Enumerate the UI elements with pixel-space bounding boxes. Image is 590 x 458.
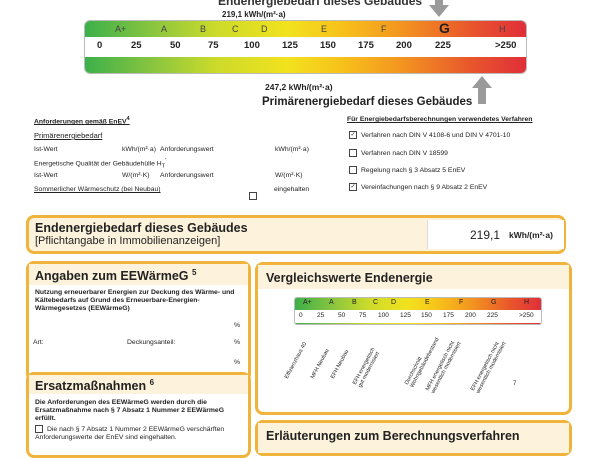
tick-label: 125 (282, 40, 298, 51)
endenergie-box: Endenergiebedarf dieses Gebäudes [Pflich… (26, 215, 566, 254)
erlaeuterungen-box: Erläuterungen zum Berechnungsverfahren (255, 420, 572, 456)
tick-label: >250 (495, 40, 517, 51)
comparison-label: Effizienzhaus 40 (284, 341, 309, 380)
method-item[interactable]: ✓ Vereinfachungen nach § 9 Absatz 2 EnEV (349, 183, 488, 191)
ist-label: Ist-Wert (34, 146, 58, 153)
comparison-label: EFH energetisch gut modernisiert (352, 346, 382, 389)
tick-label: 50 (170, 40, 181, 51)
class-label: C (373, 299, 379, 306)
tick-label: 175 (358, 40, 374, 51)
class-label: A+ (115, 24, 127, 34)
primary-energy-heading: Primärenergiebedarf (34, 131, 103, 140)
class-label: H (499, 24, 506, 34)
unit-label: W/(m²·K) (122, 172, 150, 179)
tick-label: 200 (396, 40, 412, 51)
unit-label: kWh/(m²·a) (275, 146, 309, 153)
class-label-current: G (439, 20, 450, 36)
ersatz-title: Ersatzmaßnahmen 6 (35, 378, 155, 394)
tick-label: 125 (400, 312, 411, 319)
eewaermeg-title: Angaben zum EEWärmeG 5 (35, 268, 197, 284)
tick-label: 225 (487, 312, 498, 319)
tick-label: 200 (465, 312, 476, 319)
class-label: E (425, 299, 430, 306)
method-item[interactable]: ✓ Verfahren nach DIN V 4108-6 und DIN V 4… (349, 131, 511, 139)
anf-label: Anforderungswert (160, 172, 214, 179)
ersatz-box: Ersatzmaßnahmen 6 Die Anforderungen des … (26, 372, 251, 458)
end-energy-value: 219,1 kWh/(m²·a) (222, 10, 286, 19)
tick-label: 50 (338, 312, 346, 319)
tick-label: 75 (359, 312, 367, 319)
vergleich-box: Vergleichswerte Endenergie A+ A B C D E … (255, 262, 572, 415)
requirements-heading: Anforderungen gemäß EnEV4 (34, 116, 130, 126)
class-label: E (321, 24, 328, 34)
erlaeuterungen-title: Erläuterungen zum Berechnungsverfahren (266, 429, 520, 443)
eewaermeg-description: Nutzung erneuerbarer Energien zur Deckun… (35, 289, 235, 312)
class-label: H (524, 299, 530, 306)
vergleich-title: Vergleichswerte Endenergie (266, 271, 433, 285)
class-label: B (200, 24, 207, 34)
methods-heading: Für Energiebedarfsberechnungen verwendet… (347, 116, 533, 123)
class-label: A (329, 299, 334, 306)
class-label: A (161, 24, 168, 34)
primary-energy-label: Primärenergiebedarf dieses Gebäudes (262, 96, 473, 108)
anf-label: Anforderungswert (160, 146, 214, 153)
percent-label: % (234, 359, 241, 366)
comparison-label: EFH energetisch nicht wesentlich moderni… (470, 341, 508, 395)
class-label: B (352, 299, 357, 306)
comparison-label: MFH Neubau (310, 348, 331, 380)
class-label: G (491, 299, 497, 306)
tick-label: 100 (244, 40, 260, 51)
deckungsanteil-label: Deckungsanteil: (127, 339, 176, 346)
tick-label: 0 (97, 40, 103, 51)
tick-label: 0 (299, 312, 303, 319)
endenergie-title: Endenergiebedarf dieses Gebäudes (35, 221, 248, 235)
tick-label: 75 (208, 40, 219, 51)
summer-checkbox[interactable] (249, 187, 261, 205)
class-label: F (459, 299, 464, 306)
tick-label: 150 (320, 40, 336, 51)
tick-label: 25 (317, 312, 325, 319)
ist-label: Ist-Wert (34, 172, 58, 179)
summer-protection-label: Sommerlicher Wärmeschutz (bei Neubau) (34, 186, 161, 193)
eewaermeg-box: Angaben zum EEWärmeG 5 Nutzung erneuerba… (26, 261, 251, 382)
percent-label: % (234, 339, 241, 346)
class-label: D (391, 299, 397, 306)
tick-label: >250 (519, 312, 534, 319)
comparison-label: EFH Neubau (330, 348, 351, 380)
unit-label: kWh/(m²·a) (122, 146, 156, 153)
tick-label: 100 (378, 312, 389, 319)
tick-label: 175 (443, 312, 454, 319)
class-label: F (381, 24, 387, 34)
endenergie-unit: kWh/(m²·a) (509, 230, 553, 240)
vergleich-scale: A+ A B C D E F G H 0 25 50 75 100 125 15… (294, 297, 542, 325)
percent-label: % (234, 322, 241, 329)
arrow-down-icon (429, 0, 449, 18)
tick-label: 225 (435, 40, 451, 51)
arrow-up-icon (472, 76, 492, 104)
ersatz-item[interactable]: Die nach § 7 Absatz 1 Nummer 2 EEWärmeG … (35, 425, 225, 441)
top-title: Endenergiebedarf dieses Gebäudes (218, 0, 423, 8)
method-item[interactable]: Regelung nach § 3 Absatz 5 EnEV (349, 166, 465, 174)
endenergie-value: 219,1 (470, 228, 501, 242)
ersatz-description: Die Anforderungen des EEWärmeG werden du… (35, 399, 224, 422)
footnote-number: 7 (513, 381, 517, 387)
tick-label: 150 (421, 312, 432, 319)
class-label: D (261, 24, 268, 34)
eingehalten-label: eingehalten (274, 186, 310, 193)
tick-label: 25 (131, 40, 142, 51)
class-label: C (232, 24, 239, 34)
primary-energy-value: 247,2 kWh/(m²·a) (265, 82, 333, 92)
endenergie-subtitle: [Pflichtangabe in Immobilienanzeigen] (35, 235, 221, 247)
art-label: Art: (33, 339, 44, 346)
energy-scale: A+ A B C D E F G H 0 25 50 75 100 125 15… (84, 20, 527, 74)
method-item[interactable]: Verfahren nach DIN V 18599 (349, 149, 448, 157)
quality-heading: Energetische Qualität der Gebäudehülle H… (34, 158, 167, 170)
unit-label: W/(m²·K) (275, 172, 303, 179)
class-label: A+ (303, 299, 312, 306)
